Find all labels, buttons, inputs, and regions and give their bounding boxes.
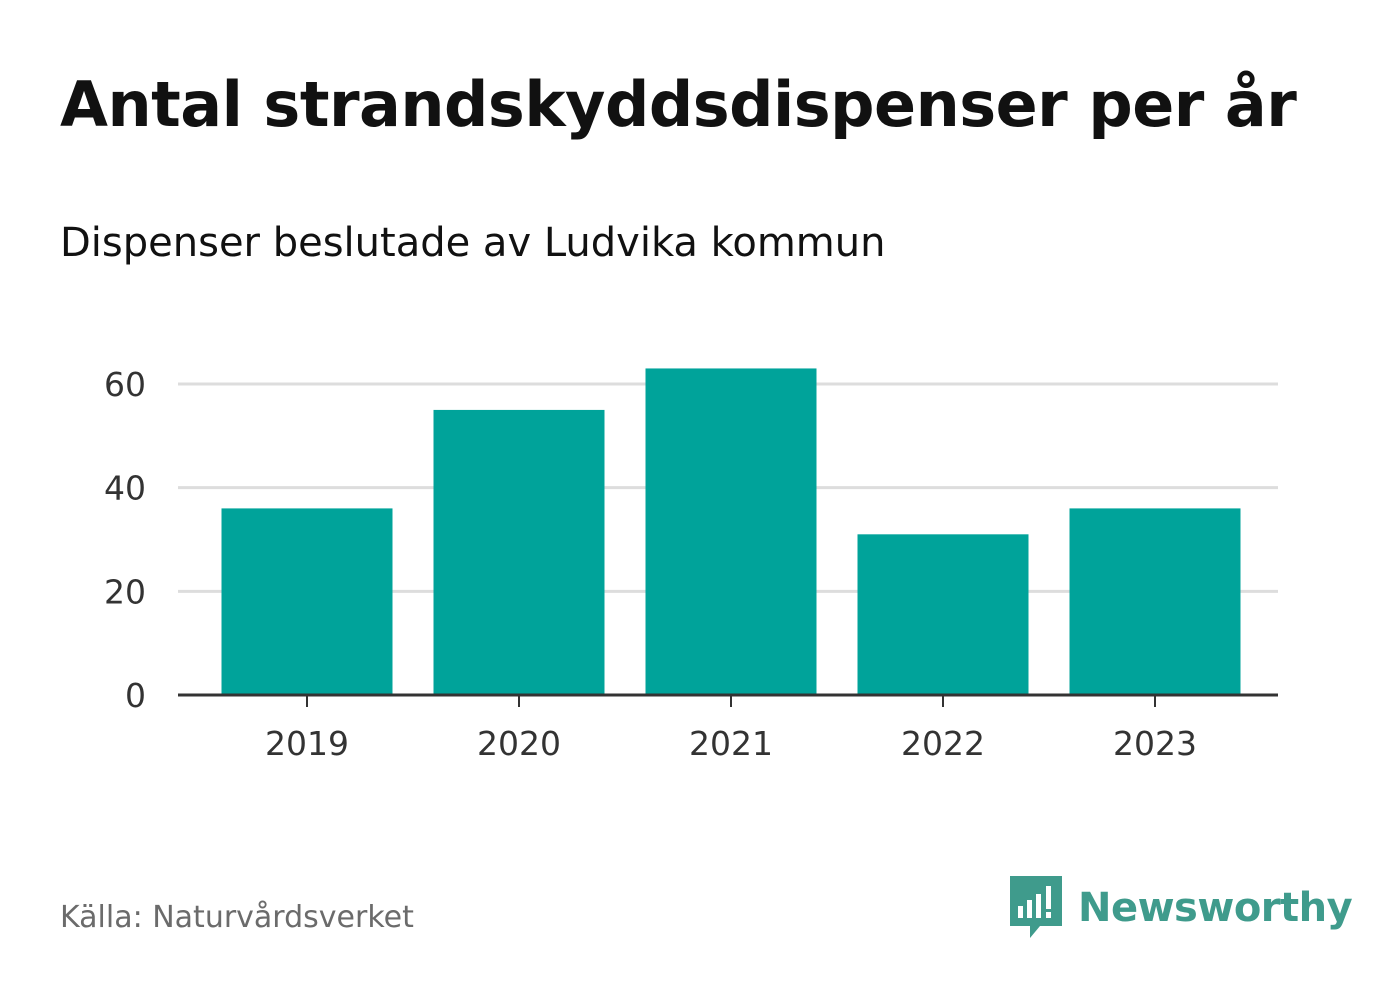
y-tick-label: 40: [104, 469, 146, 508]
newsworthy-logo-icon: [1010, 876, 1062, 938]
x-tick-label: 2021: [689, 724, 773, 763]
source-note: Källa: Naturvårdsverket: [60, 900, 414, 935]
bar: [221, 508, 393, 695]
brand-name: Newsworthy: [1078, 885, 1353, 931]
y-tick-label: 60: [104, 365, 146, 404]
brand-logo[interactable]: Newsworthy: [1010, 876, 1353, 940]
chart-subtitle: Dispenser beslutade av Ludvika kommun: [60, 220, 886, 266]
bar: [433, 409, 605, 695]
chart-title: Antal strandskyddsdispenser per år: [60, 68, 1297, 141]
x-tick-label: 2019: [265, 724, 349, 763]
bar: [857, 534, 1029, 695]
y-tick-label: 20: [104, 572, 146, 611]
bar: [645, 368, 817, 695]
x-tick-label: 2022: [901, 724, 985, 763]
x-tick-label: 2020: [477, 724, 561, 763]
x-tick-label: 2023: [1113, 724, 1197, 763]
y-tick-label: 0: [125, 676, 146, 715]
bar: [1069, 508, 1241, 695]
